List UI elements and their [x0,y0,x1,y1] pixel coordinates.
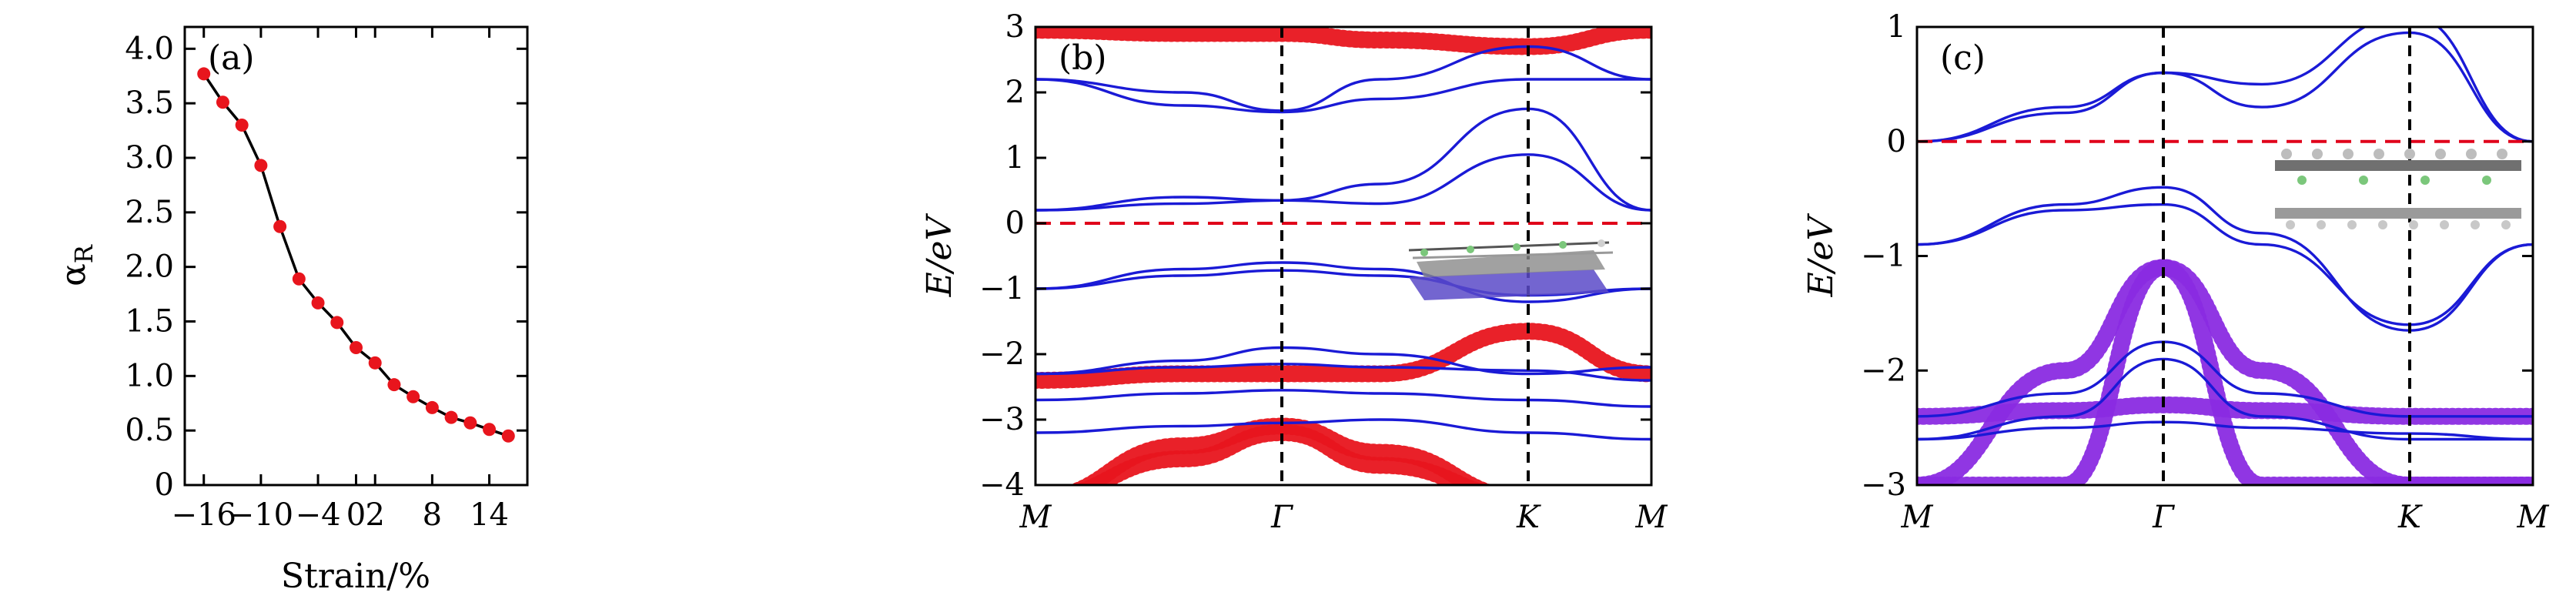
panel-a-data-point [292,272,306,286]
panel-c-band-line [1917,31,2533,143]
panel-a-data-point [216,95,229,109]
panel-a-data-point [425,400,439,414]
panel-c-projected-band [1917,259,2533,485]
panel-a-y-tick-label: 1.0 [125,358,174,393]
panel-a-y-tick-label: 3.5 [125,85,174,121]
panel-b-structure-inset [1408,239,1614,300]
panel-a-data-point [197,67,211,81]
panel-a-data-point [350,341,363,354]
panel-a-x-tick-label: 0 [346,497,366,533]
panel-c-k-point-label: M [1901,500,1934,535]
panel-c-band-line [1917,202,2533,326]
panel-a-y-tick-label: 4.0 [125,31,174,66]
panel-b-k-point-label: Γ [1270,500,1293,535]
panel-b-k-point-label: M [1635,500,1668,535]
panel-c-y-tick-label: −2 [1861,353,1906,388]
panel-b-band-line [1035,107,1651,212]
panel-a-y-axis-title: αR [54,244,99,286]
panel-b-k-point-label: M [1019,500,1052,535]
panel-a-x-tick-label: −4 [296,497,341,533]
panel-b-band-line [1035,346,1651,376]
panel-b-y-tick-label: 1 [1005,140,1025,176]
panel-a-data-point [483,423,497,437]
panel-c-band-line [1917,27,2533,143]
panel-c-k-point-label: M [2517,500,2550,535]
panel-a-y-tick-label: 2.5 [125,195,174,230]
panel-b-k-point-label: K [1516,500,1541,535]
panel-a-x-tick-label: 2 [365,497,384,533]
panel-a-label: (a) [208,38,255,78]
panel-b-band-line [1035,78,1651,114]
panel-b-projected-band [1035,323,1651,389]
panel-b-y-tick-label: −1 [979,271,1025,306]
panel-b-band-line [1035,418,1651,441]
panel-b-y-tick-label: 3 [1005,9,1025,45]
panel-b-band-line [1035,45,1651,112]
panel-b-projected-band [1035,27,1651,55]
panel-a-y-tick-label: 0.5 [125,413,174,448]
panel-b-projected-band [1072,423,1488,485]
panel-a-x-tick-label: −16 [172,497,236,533]
panel-c-y-tick-label: 1 [1887,9,1906,45]
panel-a-y-tick-label: 1.5 [125,304,174,340]
panel-c-k-point-label: K [2397,500,2423,535]
panel-a-data-point [387,378,401,392]
panel-b-label: (b) [1059,38,1107,78]
panel-c-structure-inset [2275,149,2521,229]
panel-a-data-point [273,219,287,233]
panel-b-ticks: −4 −3 −2 −1 0 1 2 3 M Γ K M [979,9,1668,535]
panel-b-band-line [1035,261,1651,303]
panel-b-y-tick-label: −3 [979,402,1025,437]
panel-a-plot-frame [183,25,529,487]
panel-a-y-axis-symbol: α [54,263,93,286]
panel-c-band-line [1917,357,2533,441]
panel-c-band-line [1917,420,2533,441]
panel-c-y-tick-label: −1 [1861,239,1906,274]
panel-c-bands [1917,27,2533,485]
panel-c-band-line [1917,186,2533,332]
panel-a-data-point [235,119,249,132]
panel-c-band-structure: −3 −2 −1 0 1 M Γ K M (c) E/eV [1802,9,2550,535]
panel-a-x-tick-label: 14 [470,497,509,533]
panel-c-projected-band [1917,396,2533,425]
panel-c-band-line [1917,340,2533,418]
panel-b-y-tick-label: 2 [1005,75,1025,110]
panel-a-data-point [444,410,458,424]
panel-a-data-point [254,159,268,172]
panel-c-label: (c) [1940,38,1986,78]
panel-a-data-point [501,429,515,443]
panel-c-y-tick-label: 0 [1887,124,1906,159]
panel-a-ticks: 00.51.01.52.02.53.03.54.0−16−10 −4 0 2 8 14 [125,27,527,533]
panel-a-data-point [330,316,344,330]
panel-c-y-axis-title: E/eV [1802,212,1841,297]
panel-a-alpha-vs-strain: 00.51.01.52.02.53.03.54.0−16−10 −4 0 2 8 14 (… [54,25,529,596]
panel-a-data-point [311,296,325,310]
panel-a-x-axis-title: Strain/% [281,557,430,596]
panel-a-data-point [368,356,382,370]
panel-b-band-structure: −4 −3 −2 −1 0 1 2 3 M Γ K M (b) E/eV [920,9,1668,535]
panel-a-y-axis-subscript: R [69,244,99,263]
panel-b-plot-frame [1034,25,1653,487]
panel-b-y-tick-label: −2 [979,336,1025,372]
panel-a-x-tick-label: 8 [423,497,442,533]
panel-b-y-tick-label: 0 [1005,206,1025,241]
panel-b-y-tick-label: −4 [979,467,1025,503]
panel-a-y-tick-label: 2.0 [125,249,174,285]
panel-a-data-points [197,67,515,443]
panel-c-y-tick-label: −3 [1861,467,1906,503]
panel-a-data-point [463,416,477,430]
panel-c-ticks: −3 −2 −1 0 1 M Γ K M [1861,9,2549,535]
panel-a-data-line [202,72,509,437]
panel-a-y-tick-label: 3.0 [125,140,174,176]
panel-b-band-line [1035,363,1651,382]
panel-a-x-tick-label: −10 [229,497,293,533]
panel-a-data-point [406,390,420,403]
panel-a-y-tick-label: 0 [155,467,174,503]
panel-c-k-point-label: Γ [2152,500,2175,535]
panel-b-bands [1035,27,1651,485]
panel-b-y-axis-title: E/eV [920,212,959,297]
panel-b-band-line [1035,153,1651,212]
panel-b-band-line [1035,389,1651,408]
